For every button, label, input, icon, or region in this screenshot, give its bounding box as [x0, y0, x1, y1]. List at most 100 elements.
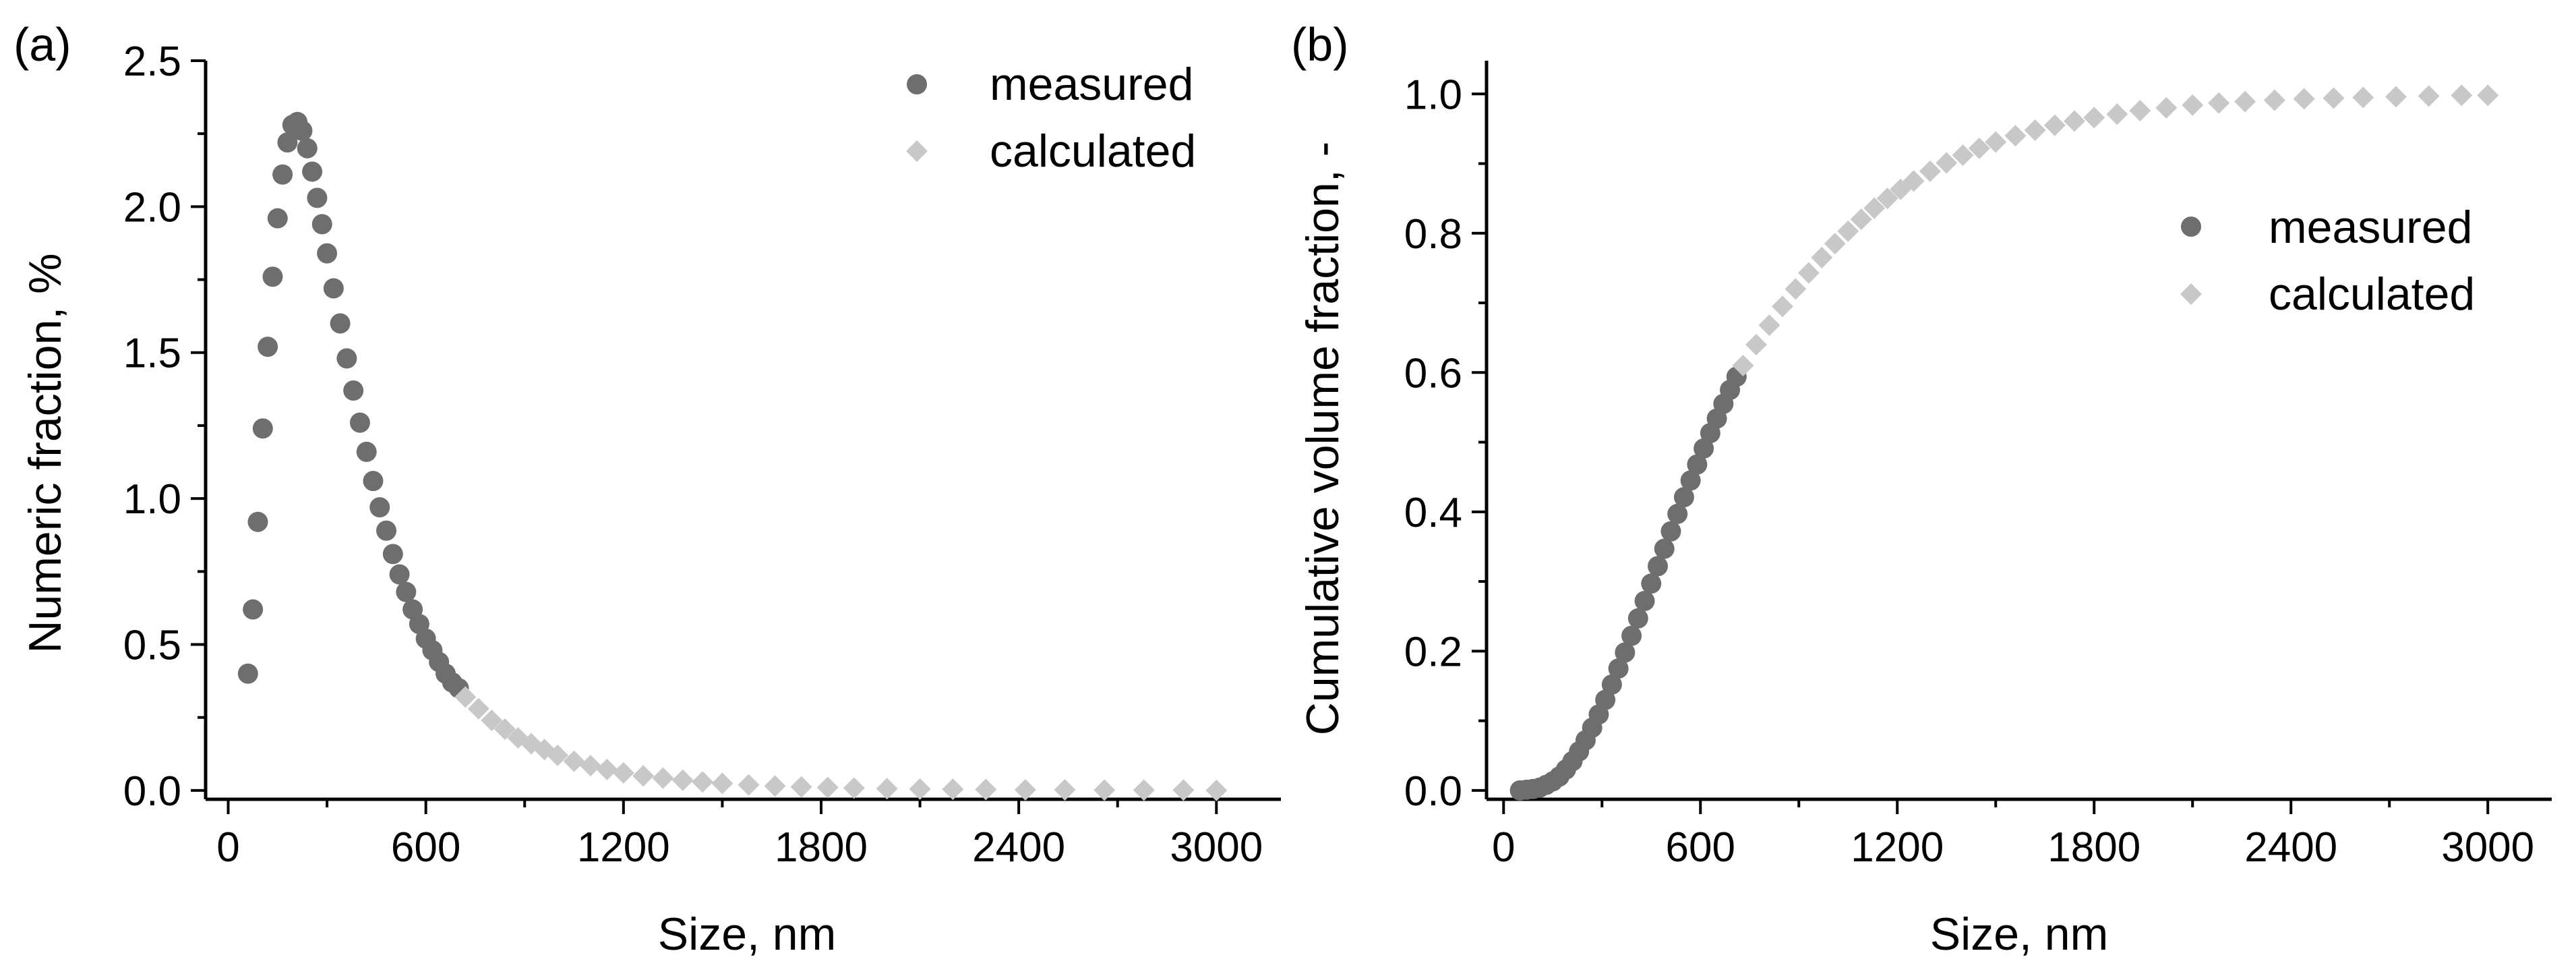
panel-a-measured-point [307, 188, 328, 208]
panel-a-calculated-point [652, 767, 674, 789]
panel-a-calculated-point [671, 769, 694, 791]
panel-b-calculated-point [1919, 160, 1941, 182]
panel-a-calculated-point [563, 750, 585, 772]
panel-b-calculated-point [2024, 119, 2046, 141]
panel-a-measured-point [330, 313, 351, 334]
panel-a-y-tick-label: 0.5 [123, 622, 181, 668]
panel-b-calculated-point [2385, 86, 2407, 108]
panel-a-measured-point [343, 380, 364, 401]
panel-b-measured-point [1627, 608, 1648, 629]
panel-a-measured-point [369, 497, 390, 518]
panel-a-calculated-point [481, 710, 503, 732]
panel-b-y-tick-label: 0.8 [1404, 211, 1462, 258]
panel-a-calculated-point [632, 765, 655, 787]
panel-a-measured-point [302, 161, 323, 182]
panel-b-measured-point [1608, 658, 1629, 679]
panel-b-calculated-point [1936, 152, 1958, 174]
panel-b-calculated-point [2004, 125, 2027, 147]
panel-b-calculated-point [2208, 92, 2230, 114]
panel-a-measured-point [243, 599, 264, 620]
panel-b-calculated-point [1952, 144, 1974, 167]
panel-b-x-tick-label: 1800 [2047, 824, 2140, 871]
panel-b-measured-point [1634, 590, 1655, 611]
panel-b-calculated-point [2263, 89, 2285, 111]
panel-a-calculated-point [816, 776, 839, 799]
panel-a-calculated-point [1172, 779, 1195, 801]
panel-b-label: (b) [1291, 18, 1349, 71]
panel-b-axes: 0 600 1200 1800 2400 3000 0.0 0.2 0.4 0.6 0.8 1.0 [1404, 61, 2552, 871]
panel-b-x-tick-label: 3000 [2441, 824, 2534, 871]
legend-measured-label-a: measured [990, 59, 1193, 110]
panel-a-calculated-point [764, 775, 786, 797]
panel-a-calculated-point [493, 718, 516, 740]
panel-a-measured-point [252, 418, 273, 439]
panel-a-calculated-point [467, 697, 489, 720]
panel-a-measured-point [323, 278, 344, 299]
panel-b-measured-point [1660, 521, 1681, 542]
panel-b-calculated-point [1824, 233, 1846, 255]
panel-b-calculated-point [2234, 90, 2256, 113]
panel-b-calculated-point [1985, 131, 2007, 153]
panel-a-y-axis-label: Numeric fraction, % [20, 253, 71, 653]
legend-calculated-marker-a [906, 140, 928, 162]
panel-b-measured-point [1687, 454, 1708, 475]
panel-a-label: (a) [13, 18, 71, 71]
panel-a-measured-point [277, 132, 298, 153]
panel-a-measured-point [297, 138, 318, 159]
panel-b-measured-point [1641, 573, 1662, 594]
panel-b-calculated-point [1771, 295, 1793, 318]
panel-b-calculated-point [2083, 107, 2105, 129]
panel-a-y-tick-label: 2.0 [123, 184, 181, 231]
panel-b-y-axis-label: Cumulative volume fraction, - [1297, 142, 1348, 736]
legend-measured-label-b: measured [2269, 202, 2472, 253]
panel-a-x-tick-label: 3000 [1170, 824, 1263, 871]
panel-a-measured-point [356, 441, 377, 462]
panel-a-calculated-point [738, 774, 760, 796]
panel-b-calculated-point [1732, 354, 1754, 376]
panel-a-measured-point [311, 214, 332, 235]
panel-b-measured-point [1654, 538, 1675, 559]
panel-b-y-tick-label: 0.6 [1404, 350, 1462, 397]
panel-a-calculated-point [942, 778, 964, 801]
panel-a-calculated-point [1094, 779, 1116, 801]
panel-a-calculated-point [596, 758, 618, 780]
panel-b-calculated-point [1785, 278, 1807, 300]
panel-a-calculated-point [975, 778, 997, 801]
panel-b-calculated-point [1850, 208, 1872, 231]
legend-calculated-marker-b [2180, 283, 2202, 305]
panel-b-calculated-point [1758, 314, 1780, 337]
panel-b-measured-point [1680, 470, 1701, 491]
panel-b-calculated-point [1863, 197, 1886, 219]
panel-b-x-tick-label: 2400 [2244, 824, 2337, 871]
panel-b-calculated-point [2129, 100, 2151, 122]
panel-a-legend: measured calculated [906, 59, 1196, 177]
panel-a-measured-point [292, 120, 313, 141]
panel-b-calculated-point [1797, 262, 1820, 284]
panel-b-calculated-point [2182, 94, 2204, 116]
panel-a-x-tick-label: 0 [216, 824, 239, 871]
panel-a-calculated-point [1014, 778, 1036, 801]
panel-b-x-tick-label: 0 [1492, 824, 1515, 871]
panel-b-measured-point [1694, 438, 1714, 459]
panel-b-calculated-point [2293, 88, 2315, 110]
panel-b-calculated-point [1745, 334, 1767, 356]
panel-b-measured-point [1673, 487, 1694, 508]
panel-a-calculated-point [876, 778, 898, 800]
panel-b-calculated-point [1876, 188, 1898, 210]
panel-a-calculated-point [692, 771, 714, 793]
panel-b-y-tick-label: 0.2 [1404, 629, 1462, 675]
panel-a-y-tick-label: 2.5 [123, 38, 181, 85]
panel-b-measured-point [1615, 642, 1636, 663]
panel-b-calculated-point [1968, 137, 1990, 159]
panel-b-calculated-point [2064, 110, 2086, 132]
panel-a-measured-point [267, 208, 288, 229]
panel-a-calculated-point [1205, 779, 1228, 801]
panel-b-y-tick-label: 0.4 [1404, 490, 1462, 536]
panel-a-measured-point [376, 520, 397, 541]
panel-b-calculated-point [2352, 86, 2374, 109]
panel-a-measured-point [363, 471, 384, 492]
panel-a-measured-point [389, 564, 410, 585]
panel-b-calculated-point [1903, 170, 1925, 192]
panel-b-calculated-point [1811, 246, 1833, 268]
panel-b-calculated-point [2451, 84, 2473, 107]
